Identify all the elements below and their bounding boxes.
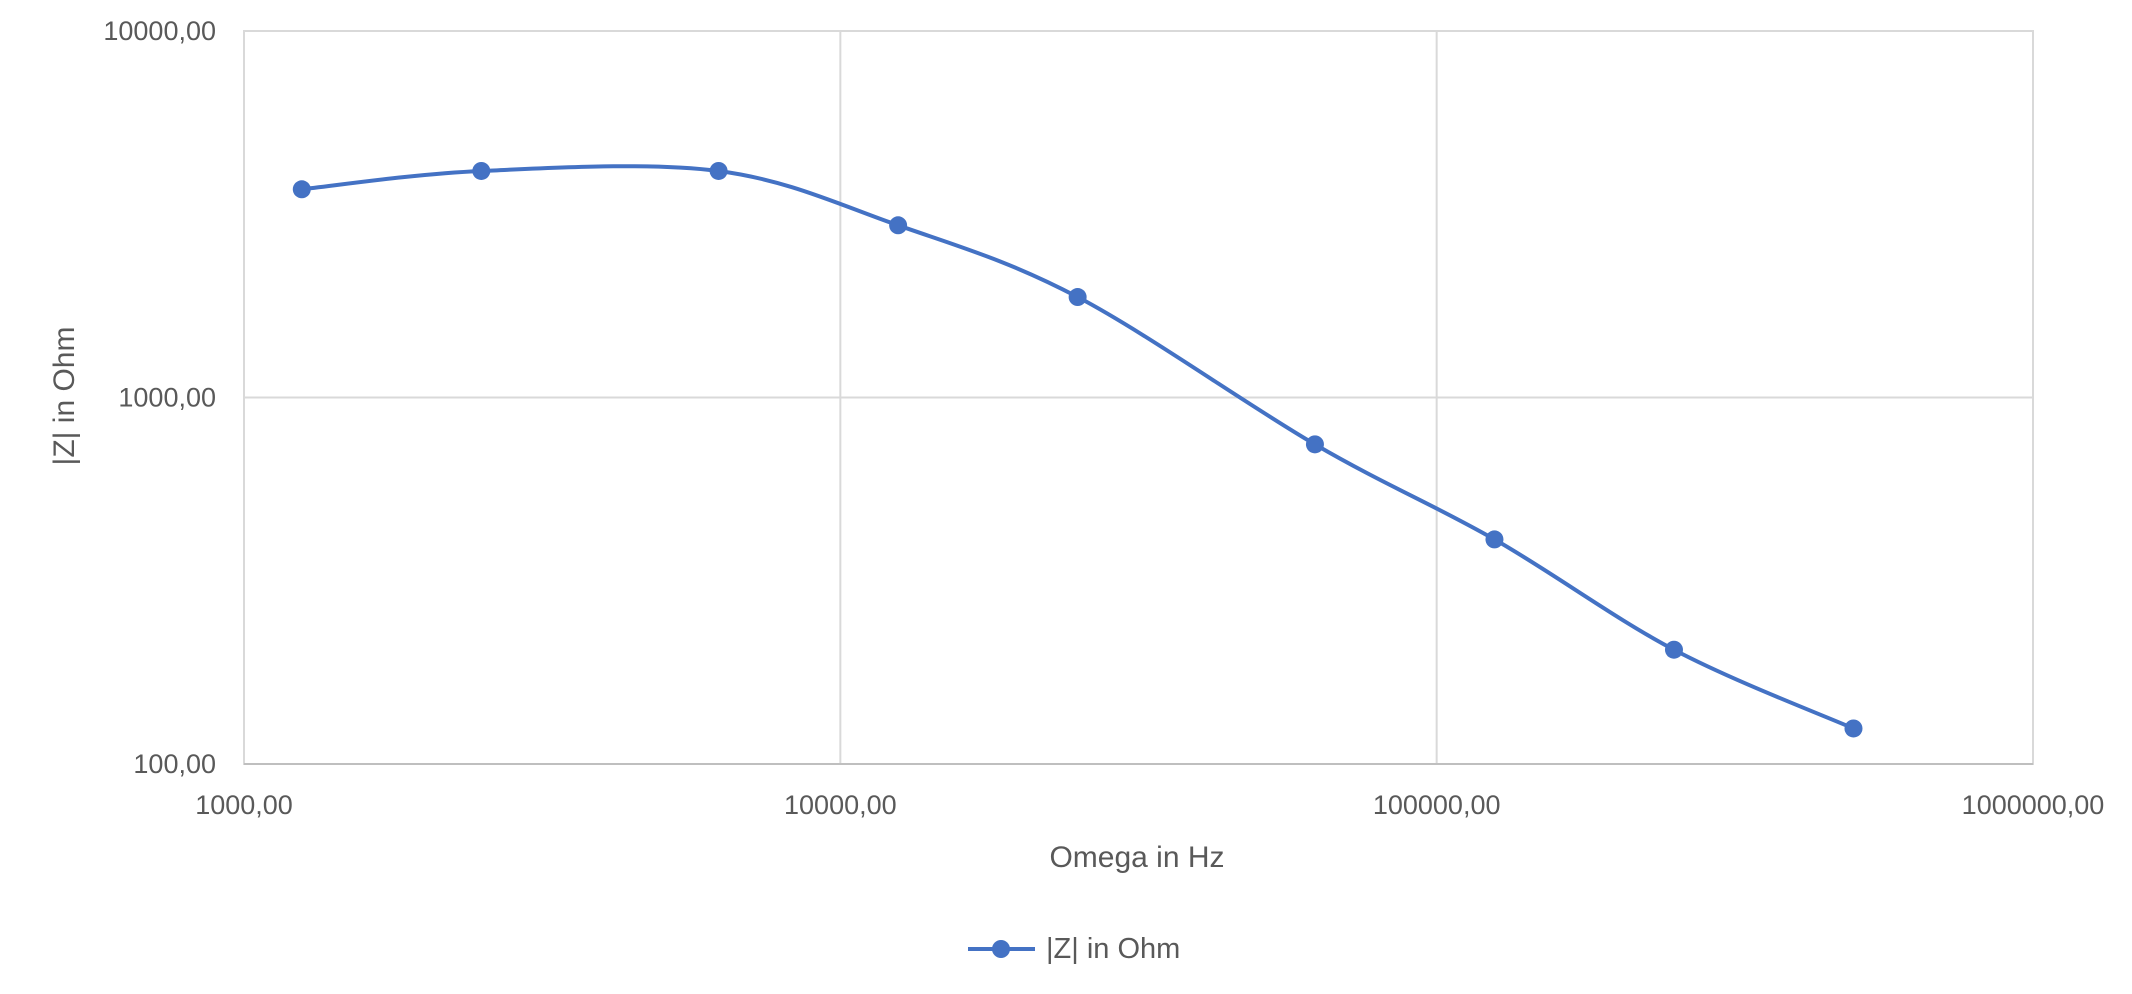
data-point[interactable] <box>472 162 490 180</box>
legend-label: |Z| in Ohm <box>1046 933 1180 965</box>
legend-marker-swatch <box>992 940 1010 958</box>
data-point[interactable] <box>1306 435 1324 453</box>
x-tick-label: 100000,00 <box>1373 790 1501 820</box>
data-point[interactable] <box>1844 719 1862 737</box>
y-tick-label: 10000,00 <box>103 16 216 46</box>
x-axis-title: Omega in Hz <box>1049 841 1224 874</box>
data-point[interactable] <box>889 216 907 234</box>
data-point[interactable] <box>293 180 311 198</box>
data-point[interactable] <box>1069 288 1087 306</box>
x-tick-label: 1000,00 <box>195 790 293 820</box>
y-tick-label: 1000,00 <box>118 383 216 413</box>
x-tick-label: 1000000,00 <box>1962 790 2105 820</box>
y-axis-title: |Z| in Ohm <box>48 327 81 466</box>
data-point[interactable] <box>1665 641 1683 659</box>
data-point[interactable] <box>1485 530 1503 548</box>
x-tick-label: 10000,00 <box>784 790 897 820</box>
data-point[interactable] <box>710 162 728 180</box>
y-tick-label: 100,00 <box>133 749 216 779</box>
